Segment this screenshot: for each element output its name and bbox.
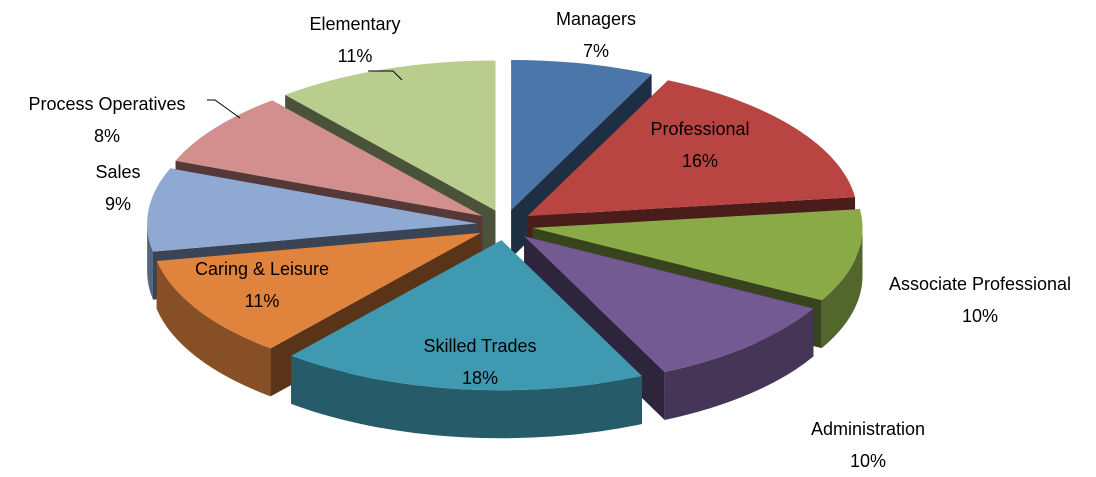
data-label-value: 8% [94,126,120,146]
slice-top [532,209,863,301]
data-label-name: Professional [650,119,749,139]
data-label-name: Elementary [309,14,400,34]
data-label-value: 16% [682,151,718,171]
data-label-value: 10% [850,451,886,471]
slice-top [527,80,856,216]
data-label-name: Caring & Leisure [195,259,329,279]
slice [291,240,642,439]
slice-side [147,223,153,300]
data-label-name: Sales [95,162,140,182]
slice-top [291,240,642,391]
slice-side [291,355,642,439]
data-label-name: Managers [556,9,636,29]
data-label-value: 11% [338,46,373,66]
slice-top [175,100,483,216]
slice-side [664,308,814,420]
data-label-value: 9% [105,194,131,214]
data-label-value: 11% [245,291,280,311]
data-label-name: Administration [811,419,925,439]
data-label-name: Associate Professional [889,274,1071,294]
slice-top [524,236,814,372]
data-label-name: Process Operatives [28,94,185,114]
data-label-value: 18% [462,368,498,388]
leader-line [207,99,241,119]
data-label-value: 7% [583,41,609,61]
slice-top [285,60,496,211]
data-label-name: Skilled Trades [423,336,536,356]
slice-top [511,59,652,210]
slice-top [156,232,481,349]
data-label-value: 10% [962,306,998,326]
leader-line [368,70,403,81]
slice-top [147,168,478,252]
slice-side [821,227,863,349]
slice-side [156,260,271,397]
